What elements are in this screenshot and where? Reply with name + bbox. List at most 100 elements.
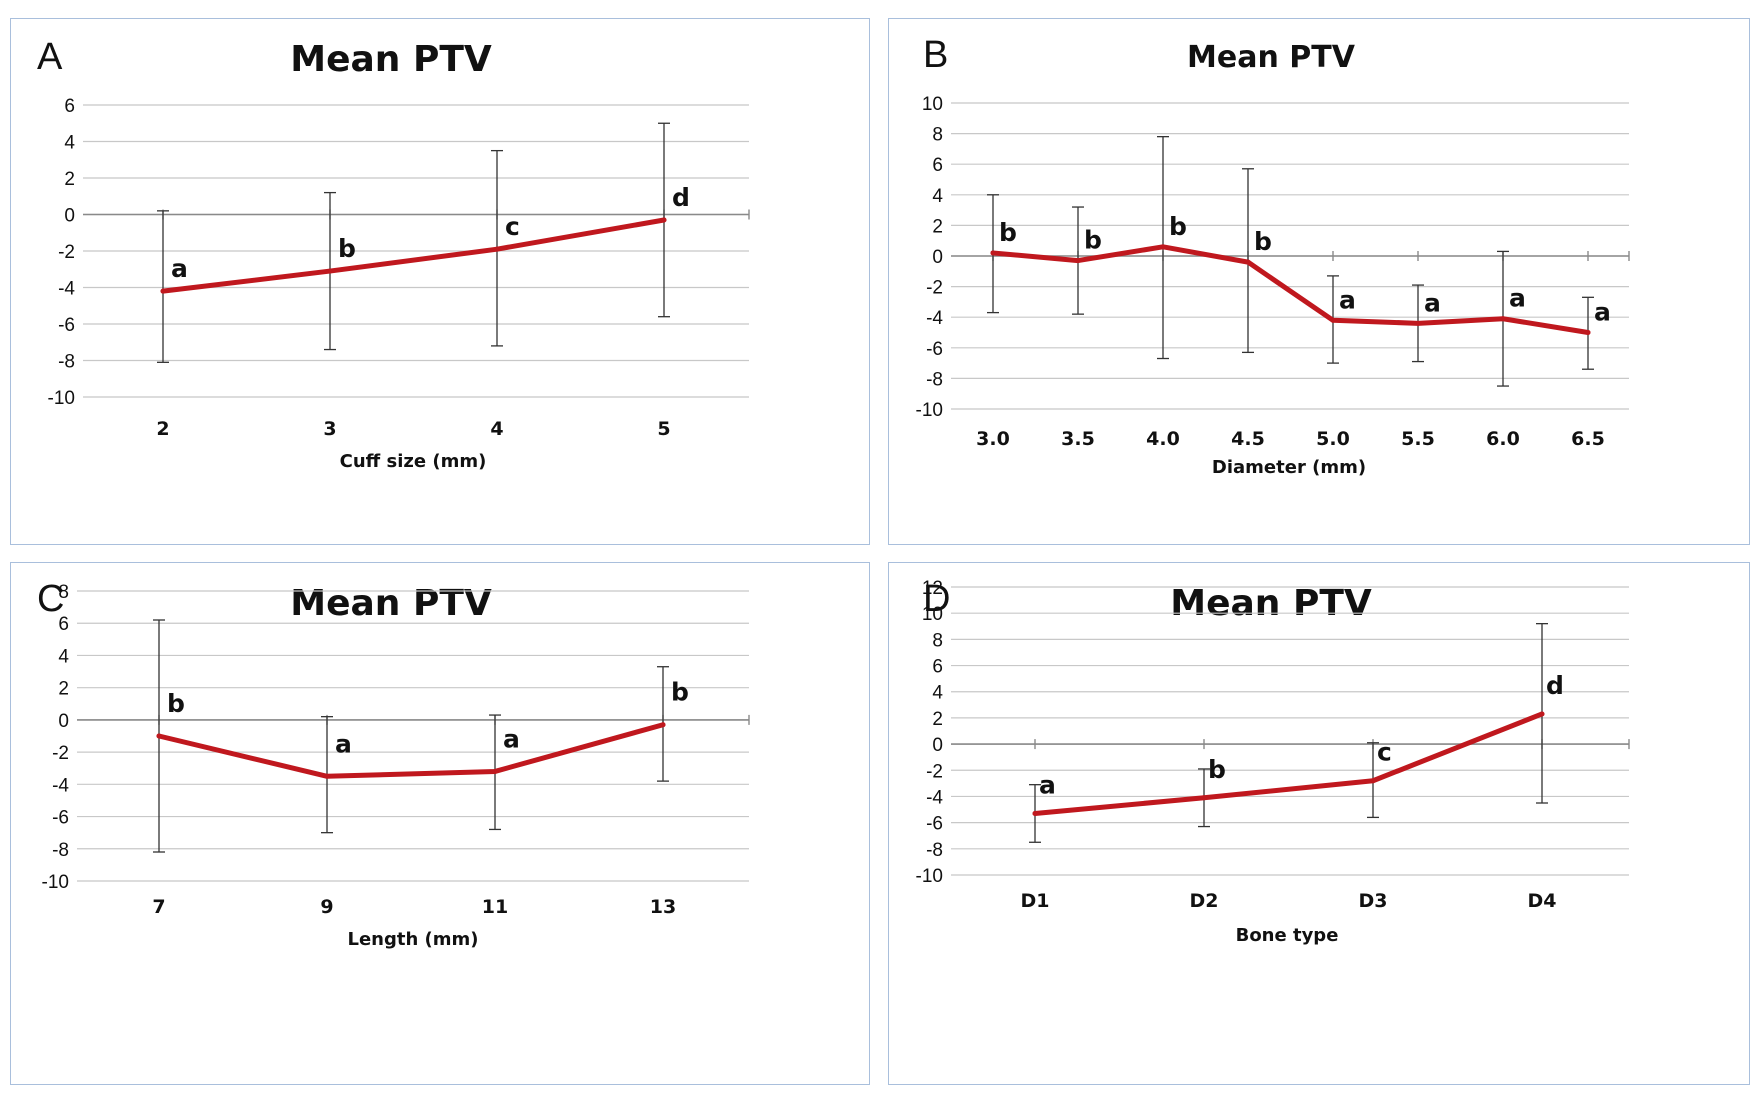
x-category-label-d: D4 [1528,890,1557,912]
y-tick-label-a: 2 [64,169,75,190]
significance-label-b: a [1339,285,1356,314]
significance-label-b: b [999,218,1017,247]
x-category-label-b: 4.0 [1146,428,1180,450]
x-category-label-b: 3.5 [1061,428,1095,450]
significance-label-c: a [503,724,520,753]
data-point-b [1330,317,1336,323]
panel-label-d: D [923,578,950,620]
x-category-label-d: D3 [1359,890,1388,912]
data-point-d [1370,778,1376,784]
x-axis-title-a: Cuff size (mm) [340,451,487,472]
x-axis-title-c: Length (mm) [347,929,478,950]
y-tick-label-c: 0 [58,711,69,732]
y-tick-label-d: 10 [922,604,943,625]
data-point-b [990,250,996,256]
y-tick-label-b: 6 [932,155,943,176]
x-category-label-c: 7 [152,896,165,918]
data-point-a [494,246,500,252]
y-tick-label-b: 4 [932,186,943,207]
chart-a-svg: A Mean PTV 6 4 2 0 -2 -4 -6 -8 -10 a b c d 2 3 4 5 Cuff siz… [37,36,750,472]
chart-b-svg: B Mean PTV 10 8 6 4 2 0 -2 -4 -6 -8 -10 b b b b a a a a 3.0 3.… [916,34,1630,478]
x-axis-title-d: Bone type [1236,925,1339,946]
y-tick-label-a: 4 [64,133,75,154]
chart-panel-a: A Mean PTV 6 4 2 0 -2 -4 -6 -8 -10 a b c d 2 3 4 5 Cuff siz… [10,18,870,545]
y-tick-label-b: 0 [932,247,943,268]
y-tick-label-b: 10 [922,94,943,115]
panel-label-a: A [37,36,63,78]
significance-label-b: b [1169,212,1187,241]
y-tick-label-b: -2 [926,278,943,299]
y-tick-label-d: 6 [932,657,943,678]
x-category-label-c: 13 [650,896,676,918]
chart-c-svg: C Mean PTV 8 6 4 2 0 -2 -4 -6 -8 -10 b a a b 7 9 11 13 Lengt… [37,578,750,950]
data-point-b [1500,316,1506,322]
y-tick-label-d: -2 [926,761,943,782]
mean-line-d [1032,711,1545,816]
data-point-b [1245,259,1251,265]
x-category-label-b: 6.5 [1571,428,1605,450]
data-point-c [324,773,330,779]
significance-label-d: c [1377,738,1392,767]
significance-label-a: d [672,183,690,212]
x-category-label-b: 6.0 [1486,428,1520,450]
data-point-a [160,288,166,294]
y-tick-label-a: -10 [48,388,75,409]
y-tick-label-d: 0 [932,735,943,756]
significance-label-b: a [1424,288,1441,317]
x-category-label-d: D2 [1190,890,1219,912]
x-category-label-c: 9 [320,896,333,918]
y-tick-label-c: -6 [52,808,69,829]
chart-panel-d: D Mean PTV 12 10 8 6 4 2 0 -2 -4 -6 -8 -10 a b c d D1 D2 D3 D… [888,562,1750,1085]
y-tick-label-a: -8 [58,352,75,373]
data-point-c [492,768,498,774]
data-point-c [156,733,162,739]
significance-label-c: a [335,729,352,758]
chart-d-svg: D Mean PTV 12 10 8 6 4 2 0 -2 -4 -6 -8 -10 a b c d D1 D2 D3 D… [916,578,1630,946]
mean-line-a [160,217,667,294]
significance-label-b: a [1509,284,1526,313]
y-tick-label-c: -8 [52,840,69,861]
y-tick-label-a: 6 [64,96,75,117]
chart-title-c: Mean PTV [290,583,492,624]
significance-label-b: b [1084,226,1102,255]
data-point-a [327,268,333,274]
x-category-label-b: 5.0 [1316,428,1350,450]
x-category-label-a: 2 [156,418,169,440]
chart-title-a: Mean PTV [290,39,492,80]
data-point-d [1032,810,1038,816]
y-tick-label-b: 2 [932,216,943,237]
x-category-label-d: D1 [1021,890,1050,912]
y-tick-label-d: -4 [926,787,943,808]
y-tick-label-c: 8 [58,582,69,603]
data-point-d [1201,795,1207,801]
x-category-label-b: 5.5 [1401,428,1435,450]
x-category-label-b: 3.0 [976,428,1010,450]
y-tick-label-c: -2 [52,743,69,764]
significance-label-a: a [171,254,188,283]
chart-title-b: Mean PTV [1187,40,1356,75]
x-category-label-b: 4.5 [1231,428,1265,450]
x-category-label-a: 3 [323,418,336,440]
y-tick-label-c: 6 [58,614,69,635]
significance-label-b: b [1254,227,1272,256]
y-tick-label-a: -4 [58,279,75,300]
data-point-b [1075,258,1081,264]
y-tick-label-d: 12 [922,578,943,599]
significance-label-c: b [671,678,689,707]
chart-title-d: Mean PTV [1170,583,1372,624]
data-point-b [1415,320,1421,326]
data-point-b [1160,244,1166,250]
x-category-label-c: 11 [482,896,508,918]
mean-line-b [990,244,1591,335]
significance-label-d: a [1039,770,1056,799]
y-tick-label-d: -6 [926,814,943,835]
x-category-label-a: 5 [657,418,670,440]
panel-label-c: C [37,578,64,620]
y-tick-label-b: -6 [926,339,943,360]
y-tick-label-c: 4 [58,646,69,667]
significance-label-a: b [338,234,356,263]
y-tick-label-d: 2 [932,709,943,730]
significance-label-b: a [1594,298,1611,327]
y-tick-label-d: -8 [926,840,943,861]
y-tick-label-d: 4 [932,683,943,704]
